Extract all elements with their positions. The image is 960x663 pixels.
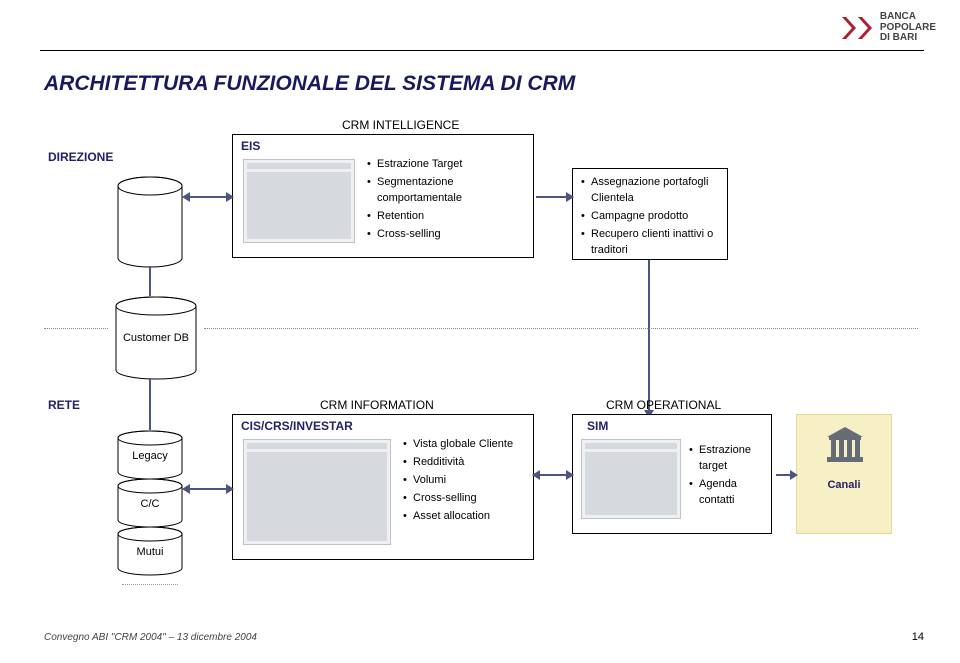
eis-box: EIS Estrazione Target Segmentazione comp… bbox=[232, 134, 534, 258]
header-rule bbox=[40, 50, 924, 51]
cis-bullets: Vista globale Cliente Redditività Volumi… bbox=[403, 437, 527, 527]
section-crm-intelligence: CRM INTELLIGENCE bbox=[342, 118, 459, 132]
arrow-cis-sim bbox=[540, 474, 566, 476]
footer-text: Convegno ABI "CRM 2004" – 13 dicembre 20… bbox=[44, 632, 257, 643]
sim-thumbnail bbox=[581, 439, 681, 519]
section-crm-operational: CRM OPERATIONAL bbox=[606, 398, 721, 412]
db-customer-label: Customer DB bbox=[114, 332, 198, 344]
arrow-intel-sim bbox=[648, 260, 650, 410]
dotted-left bbox=[44, 328, 108, 329]
db-cc: C/C bbox=[116, 478, 184, 528]
eis-thumbnail bbox=[243, 159, 355, 243]
legacy-ellipsis bbox=[122, 584, 178, 585]
db-cc-label: C/C bbox=[116, 498, 184, 510]
brand-header: BANCA POPOLARE DI BARI bbox=[842, 12, 936, 44]
bank-icon bbox=[825, 425, 865, 470]
cis-thumbnail bbox=[243, 439, 391, 545]
arrow-legacy-cis bbox=[190, 488, 226, 490]
logo-icon bbox=[842, 17, 872, 39]
sim-bullets: Estrazione target Agenda contatti bbox=[689, 443, 767, 511]
eis-title: EIS bbox=[233, 135, 533, 155]
line-db-down2 bbox=[149, 378, 151, 430]
db-mutui-label: Mutui bbox=[116, 546, 184, 558]
db-legacy: Legacy bbox=[116, 430, 184, 480]
page-title: ARCHITETTURA FUNZIONALE DEL SISTEMA DI C… bbox=[44, 72, 575, 96]
db-customer: Customer DB bbox=[114, 296, 198, 380]
arrow-eis-right bbox=[536, 196, 566, 198]
db-direzione bbox=[116, 176, 184, 268]
canali-highlight: Canali bbox=[796, 414, 892, 534]
arrow-db-eis bbox=[190, 196, 226, 198]
bank-name: BANCA POPOLARE DI BARI bbox=[880, 12, 936, 44]
db-mutui: Mutui bbox=[116, 526, 184, 576]
db-legacy-label: Legacy bbox=[116, 450, 184, 462]
cis-title: CIS/CRS/INVESTAR bbox=[233, 415, 533, 435]
sim-box: SIM Estrazione target Agenda contatti bbox=[572, 414, 772, 534]
sim-title: SIM bbox=[573, 415, 771, 435]
side-direzione: DIREZIONE bbox=[48, 150, 113, 164]
intel-right-box: Assegnazione portafogli Clientela Campag… bbox=[572, 168, 728, 260]
side-rete: RETE bbox=[48, 398, 80, 412]
dotted-right bbox=[204, 328, 918, 329]
canali-label: Canali bbox=[797, 479, 891, 491]
eis-bullets: Estrazione Target Segmentazione comporta… bbox=[367, 157, 525, 245]
intel-right-bullets: Assegnazione portafogli Clientela Campag… bbox=[581, 175, 721, 261]
section-crm-information: CRM INFORMATION bbox=[320, 398, 434, 412]
line-db-down1 bbox=[149, 266, 151, 296]
arrow-sim-canali bbox=[776, 474, 790, 476]
page-number: 14 bbox=[912, 631, 924, 643]
cis-box: CIS/CRS/INVESTAR Vista globale Cliente R… bbox=[232, 414, 534, 560]
